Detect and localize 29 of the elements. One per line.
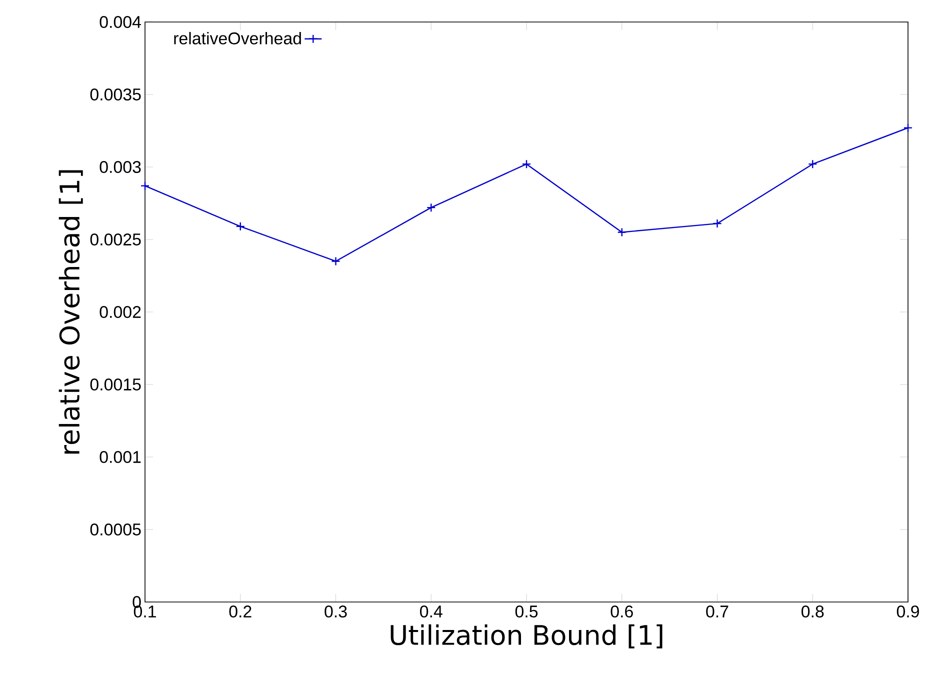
y-tick-label: 0.003	[100, 160, 141, 173]
point	[617, 228, 626, 237]
y-tick-label: 0.0035	[90, 88, 141, 100]
point	[140, 181, 150, 190]
y-tick-label: 0.001	[100, 450, 141, 463]
y-tick-label: 0.0005	[90, 523, 141, 536]
point	[522, 159, 532, 169]
x-tick-label: 0.4	[420, 606, 442, 618]
point	[331, 256, 340, 266]
y-tick-label: 0.002	[100, 306, 141, 318]
x-tick-label: 0.7	[706, 606, 728, 618]
x-tick-label: 0.5	[515, 606, 538, 618]
y-tick-label: 0.0025	[90, 233, 141, 246]
x-tick-label: 0.8	[802, 606, 824, 618]
x-tick-label: 0.2	[229, 606, 252, 618]
x-tick-label: 0.9	[896, 606, 919, 618]
y-axis-title: relative Overhead [1]	[58, 170, 83, 454]
y-tick-label: 0.0015	[90, 378, 141, 390]
x-axis-title: Utilization Bound [1]	[390, 624, 662, 648]
legend-label: relativeOverhead	[174, 32, 301, 44]
point	[236, 222, 245, 232]
x-tick-label: 0.1	[134, 606, 156, 618]
x-tick-label: 0.3	[324, 606, 347, 618]
point	[903, 123, 913, 132]
point	[712, 218, 722, 228]
point	[426, 202, 436, 212]
y-tick-label: 0.004	[100, 16, 141, 28]
x-tick-label: 0.6	[610, 606, 633, 618]
point	[808, 159, 818, 169]
